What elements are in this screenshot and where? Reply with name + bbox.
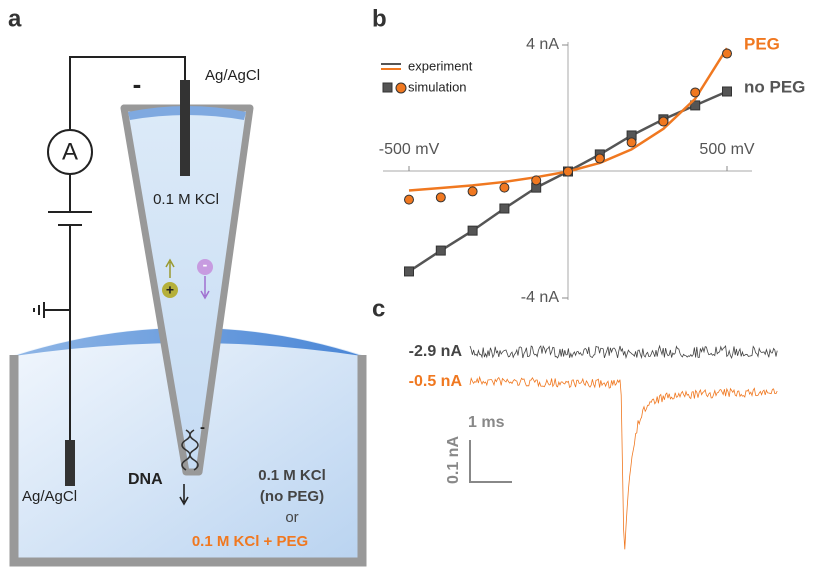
legend-marker [382, 82, 393, 93]
trace-no-peg [469, 344, 778, 360]
simulation-point [467, 186, 478, 197]
panel-b: b -500 mV 500 mV 4 nA -4 nA experiment simula… [372, 5, 805, 306]
panel-label: c [372, 295, 385, 322]
pipette-solution: 0.1 M KCl [153, 191, 219, 208]
legend-label: simulation [408, 79, 467, 94]
simulation-point [467, 225, 478, 236]
bath-solution: 0.1 M KCl [258, 467, 326, 484]
simulation-point [404, 266, 414, 277]
simulation-point [531, 175, 542, 186]
anion-arrow [200, 276, 210, 300]
simulation-point [404, 194, 414, 205]
dna-arrow [179, 484, 189, 506]
cation [162, 282, 178, 298]
bath-wall [9, 355, 367, 567]
panel-label: a [8, 5, 22, 32]
panel-c: c -2.9 nA -0.5 nA 1 ms 0.1 nA [372, 295, 778, 550]
wire [69, 56, 186, 440]
panel-a: a A - Ag/AgCl 0.1 M KCl + - - DNA Ag/AgC… [8, 5, 367, 567]
cation-sign: + [166, 282, 174, 298]
simulation-point [722, 86, 732, 97]
bottom-electrode [65, 440, 75, 486]
scale-bar [469, 440, 512, 483]
simulation-point [722, 48, 732, 59]
dna-charge: - [200, 419, 205, 436]
legend-marker [395, 82, 407, 94]
simulation-point [499, 203, 510, 214]
legend-label: experiment [408, 58, 473, 73]
cation-arrow [165, 258, 175, 278]
anion [197, 259, 213, 275]
simulation-point [658, 116, 669, 127]
bath-or: or [285, 509, 298, 526]
ammeter [47, 129, 93, 175]
simulation-point [690, 87, 701, 98]
y-tick-label: 4 nA [526, 36, 559, 53]
panel-label: b [372, 5, 387, 32]
trace-label: -0.5 nA [409, 373, 463, 390]
series-label: PEG [744, 34, 780, 53]
top-electrode [180, 80, 190, 176]
simulation-point [563, 166, 573, 177]
current-scale: 0.1 nA [445, 436, 462, 484]
y-tick-label: -4 nA [521, 289, 560, 306]
ground [33, 302, 70, 318]
anion-sign: - [203, 257, 208, 273]
time-scale: 1 ms [468, 414, 505, 431]
top-electrode-label: Ag/AgCl [205, 67, 260, 84]
simulation-point [435, 245, 446, 256]
bath-solution: (no PEG) [260, 488, 324, 505]
series-label: no PEG [744, 77, 805, 96]
simulation-point [626, 137, 637, 148]
bath-peg: 0.1 M KCl + PEG [192, 533, 308, 550]
dna-label: DNA [128, 471, 163, 488]
bottom-electrode-label: Ag/AgCl [22, 488, 77, 505]
simulation-point [594, 153, 605, 164]
simulation-point [435, 192, 446, 203]
dna-helix [181, 429, 199, 471]
trace-label: -2.9 nA [409, 343, 463, 360]
trace-peg [469, 375, 778, 550]
ammeter-label: A [62, 138, 78, 165]
simulation-point [499, 182, 510, 193]
x-tick-label: 500 mV [699, 141, 754, 158]
simulation-point [690, 100, 701, 111]
x-tick-label: -500 mV [379, 141, 440, 158]
electrode-sign: - [133, 69, 142, 99]
